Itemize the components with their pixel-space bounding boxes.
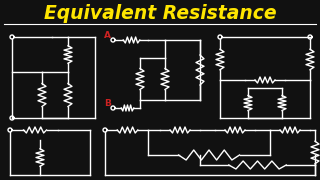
Text: Equivalent Resistance: Equivalent Resistance — [44, 3, 276, 22]
Text: B: B — [104, 98, 111, 107]
Text: A: A — [104, 30, 111, 39]
